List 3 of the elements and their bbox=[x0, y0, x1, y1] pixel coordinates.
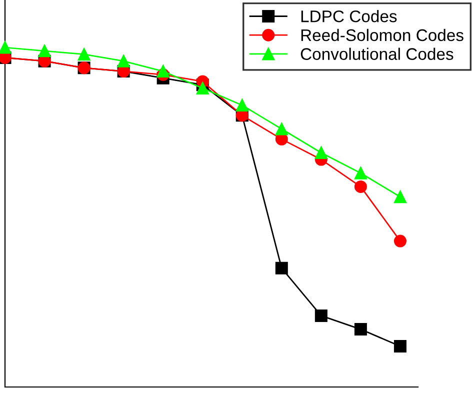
legend-label: LDPC Codes bbox=[301, 10, 397, 22]
legend-label: Convolutional Codes bbox=[300, 48, 454, 60]
legend-label: Reed-Solomon Codes bbox=[301, 28, 464, 42]
